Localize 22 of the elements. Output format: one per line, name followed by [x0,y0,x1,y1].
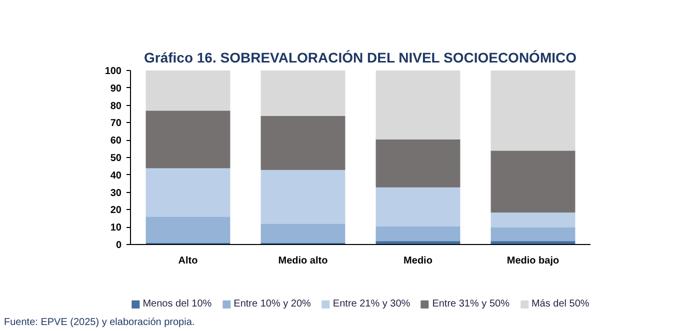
y-tick-label: 30 [110,188,122,199]
y-tick-label: 60 [110,136,122,147]
legend-label: Más del 50% [531,298,590,310]
y-tick-label: 40 [110,170,122,182]
y-tick-label: 80 [110,100,122,112]
source-note: Fuente: EPVE (2025) y elaboración propia. [4,316,195,330]
y-tick-label: 50 [110,153,122,164]
y-tick-label: 10 [110,222,122,234]
legend-label: Menos del 10% [142,298,212,310]
x-tick-label: Alto [178,256,198,266]
legend-label: Entre 10% y 20% [234,298,311,310]
legend-label: Entre 31% y 50% [432,298,510,310]
y-tick-label: 70 [110,118,122,130]
y-tick-label: 90 [110,83,122,94]
x-tick-label: Medio [404,256,432,266]
x-tick-label: Medio alto [278,256,328,266]
legend-label: Entre 21% y 30% [332,298,410,310]
x-tick-label: Medio bajo [506,256,560,266]
chart-title: Gráfico 16. SOBREVALORACIÓN DEL NIVEL SOCIOECONÓMICO [144,50,577,66]
y-tick-label: 20 [110,205,122,216]
y-tick-label: 0 [116,240,122,251]
y-tick-label: 100 [104,66,122,77]
